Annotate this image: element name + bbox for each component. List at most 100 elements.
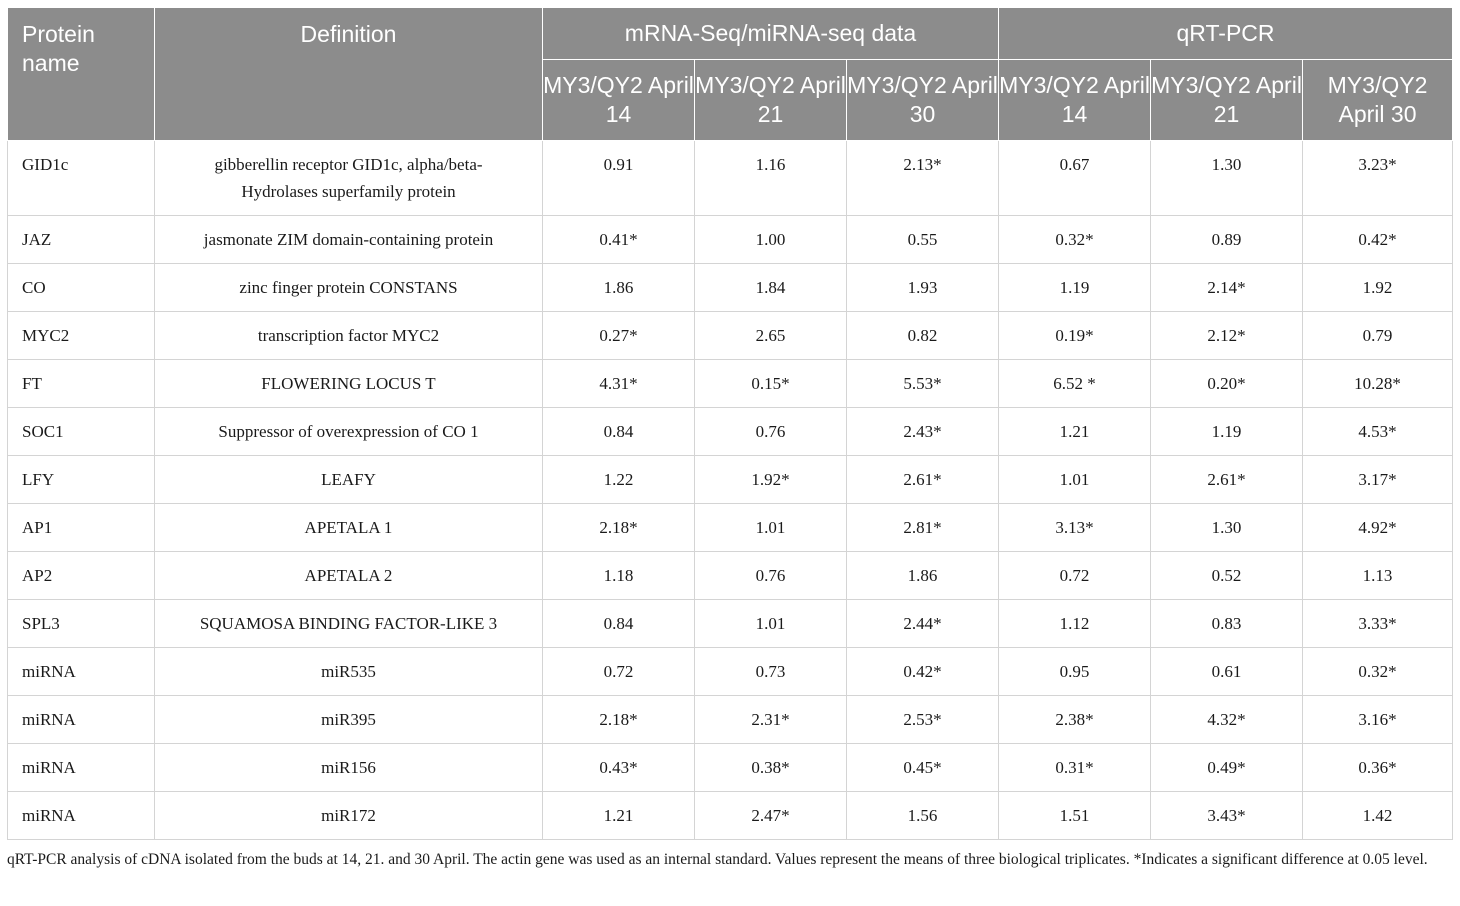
cell-protein-name: FT: [7, 359, 155, 408]
header-group-qpcr: qRT-PCR: [998, 7, 1454, 60]
cell-qpcr-value: 0.49*: [1150, 743, 1304, 792]
cell-protein-name: miRNA: [7, 791, 155, 840]
cell-seq-value: 1.84: [694, 263, 847, 312]
cell-protein-name: miRNA: [7, 743, 155, 792]
table-row: MYC2 transcription factor MYC2 0.27* 2.65 0.…: [7, 311, 1454, 360]
table-row: SOC1 Suppressor of overexpression of CO 1…: [7, 407, 1454, 456]
cell-qpcr-value: 0.32*: [998, 215, 1152, 264]
table-row: AP1 APETALA 1 2.18* 1.01 2.81* 3.13* 1.30 4.92*: [7, 503, 1454, 552]
cell-seq-value: 1.21: [542, 791, 695, 840]
cell-protein-name: miRNA: [7, 695, 155, 744]
cell-definition: transcription factor MYC2: [154, 311, 543, 360]
header-subcolumn: MY3/QY2 April 14: [542, 59, 695, 141]
cell-qpcr-value: 3.16*: [1302, 695, 1454, 744]
table-row: miRNA miR172 1.21 2.47* 1.56 1.51 3.43* 1.42: [7, 791, 1454, 840]
cell-definition: Suppressor of overexpression of CO 1: [154, 407, 543, 456]
header-subcolumn: MY3/QY2 April 30: [845, 59, 1000, 141]
header-definition: Definition: [154, 7, 543, 141]
cell-qpcr-value: 6.52 *: [998, 359, 1152, 408]
cell-seq-value: 0.84: [542, 407, 695, 456]
cell-qpcr-value: 1.01: [998, 455, 1152, 504]
cell-seq-value: 2.65: [694, 311, 847, 360]
header-subcolumn: MY3/QY2 April 21: [1150, 59, 1304, 141]
cell-seq-value: 5.53*: [845, 359, 1000, 408]
cell-seq-value: 0.55: [845, 215, 1000, 264]
cell-definition: jasmonate ZIM domain-containing protein: [154, 215, 543, 264]
cell-definition: zinc finger protein CONSTANS: [154, 263, 543, 312]
cell-seq-value: 0.84: [542, 599, 695, 648]
header-subcolumn: MY3/QY2 April 30: [1302, 59, 1454, 141]
cell-qpcr-value: 1.30: [1150, 140, 1304, 216]
cell-qpcr-value: 1.12: [998, 599, 1152, 648]
cell-protein-name: SPL3: [7, 599, 155, 648]
cell-qpcr-value: 2.61*: [1150, 455, 1304, 504]
cell-seq-value: 0.76: [694, 407, 847, 456]
cell-definition: APETALA 2: [154, 551, 543, 600]
cell-qpcr-value: 1.42: [1302, 791, 1454, 840]
cell-seq-value: 2.43*: [845, 407, 1000, 456]
table-row: miRNA miR535 0.72 0.73 0.42* 0.95 0.61 0.32*: [7, 647, 1454, 696]
table-header: Protein name Definition mRNA-Seq/miRNA-s…: [7, 7, 1454, 141]
table-container: Protein name Definition mRNA-Seq/miRNA-s…: [7, 7, 1454, 871]
cell-seq-value: 1.16: [694, 140, 847, 216]
cell-seq-value: 2.53*: [845, 695, 1000, 744]
cell-seq-value: 4.31*: [542, 359, 695, 408]
cell-qpcr-value: 2.38*: [998, 695, 1152, 744]
cell-seq-value: 0.73: [694, 647, 847, 696]
table-footnote: qRT-PCR analysis of cDNA isolated from t…: [7, 851, 1428, 868]
cell-qpcr-value: 0.89: [1150, 215, 1304, 264]
cell-qpcr-value: 1.21: [998, 407, 1152, 456]
cell-seq-value: 1.92*: [694, 455, 847, 504]
cell-definition: miR535: [154, 647, 543, 696]
header-protein-name: Protein name: [7, 7, 155, 141]
cell-seq-value: 1.18: [542, 551, 695, 600]
cell-definition: miR172: [154, 791, 543, 840]
cell-seq-value: 0.27*: [542, 311, 695, 360]
cell-seq-value: 1.86: [542, 263, 695, 312]
cell-qpcr-value: 3.17*: [1302, 455, 1454, 504]
cell-qpcr-value: 0.67: [998, 140, 1152, 216]
table-row: miRNA miR156 0.43* 0.38* 0.45* 0.31* 0.49* 0.36…: [7, 743, 1454, 792]
cell-definition: miR156: [154, 743, 543, 792]
cell-qpcr-value: 1.30: [1150, 503, 1304, 552]
cell-qpcr-value: 3.43*: [1150, 791, 1304, 840]
cell-qpcr-value: 2.14*: [1150, 263, 1304, 312]
cell-seq-value: 1.00: [694, 215, 847, 264]
cell-qpcr-value: 0.61: [1150, 647, 1304, 696]
cell-qpcr-value: 0.83: [1150, 599, 1304, 648]
cell-seq-value: 2.61*: [845, 455, 1000, 504]
cell-definition: LEAFY: [154, 455, 543, 504]
cell-qpcr-value: 0.32*: [1302, 647, 1454, 696]
cell-qpcr-value: 0.79: [1302, 311, 1454, 360]
cell-definition: SQUAMOSA BINDING FACTOR-LIKE 3: [154, 599, 543, 648]
cell-seq-value: 1.56: [845, 791, 1000, 840]
table-row: AP2 APETALA 2 1.18 0.76 1.86 0.72 0.52 1.13: [7, 551, 1454, 600]
cell-protein-name: MYC2: [7, 311, 155, 360]
table-body: GID1c gibberellin receptor GID1c, alpha/b…: [7, 140, 1454, 840]
cell-seq-value: 1.01: [694, 503, 847, 552]
cell-seq-value: 2.18*: [542, 695, 695, 744]
table-row: GID1c gibberellin receptor GID1c, alpha/b…: [7, 140, 1454, 216]
cell-seq-value: 1.86: [845, 551, 1000, 600]
expression-table: Protein name Definition mRNA-Seq/miRNA-s…: [7, 7, 1454, 840]
table-row: CO zinc finger protein CONSTANS 1.86 1.84 1.…: [7, 263, 1454, 312]
header-subcolumn: MY3/QY2 April 21: [694, 59, 847, 141]
cell-protein-name: AP1: [7, 503, 155, 552]
cell-seq-value: 2.13*: [845, 140, 1000, 216]
cell-qpcr-value: 4.92*: [1302, 503, 1454, 552]
cell-seq-value: 0.45*: [845, 743, 1000, 792]
cell-seq-value: 0.82: [845, 311, 1000, 360]
cell-definition: FLOWERING LOCUS T: [154, 359, 543, 408]
cell-seq-value: 2.81*: [845, 503, 1000, 552]
cell-qpcr-value: 2.12*: [1150, 311, 1304, 360]
cell-qpcr-value: 0.95: [998, 647, 1152, 696]
cell-protein-name: SOC1: [7, 407, 155, 456]
cell-qpcr-value: 0.72: [998, 551, 1152, 600]
cell-seq-value: 1.93: [845, 263, 1000, 312]
cell-seq-value: 0.91: [542, 140, 695, 216]
cell-qpcr-value: 0.52: [1150, 551, 1304, 600]
cell-protein-name: LFY: [7, 455, 155, 504]
cell-seq-value: 2.18*: [542, 503, 695, 552]
cell-qpcr-value: 1.19: [1150, 407, 1304, 456]
cell-seq-value: 2.44*: [845, 599, 1000, 648]
